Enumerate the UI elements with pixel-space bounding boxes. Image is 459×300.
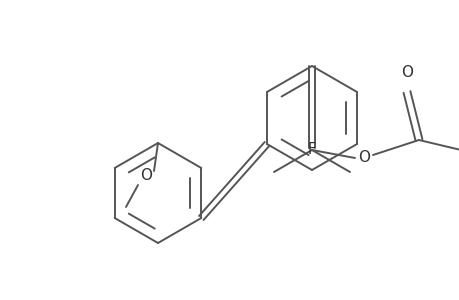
Text: F: F xyxy=(307,142,315,157)
Text: O: O xyxy=(140,167,151,182)
Text: O: O xyxy=(400,65,412,80)
Text: O: O xyxy=(357,151,369,166)
